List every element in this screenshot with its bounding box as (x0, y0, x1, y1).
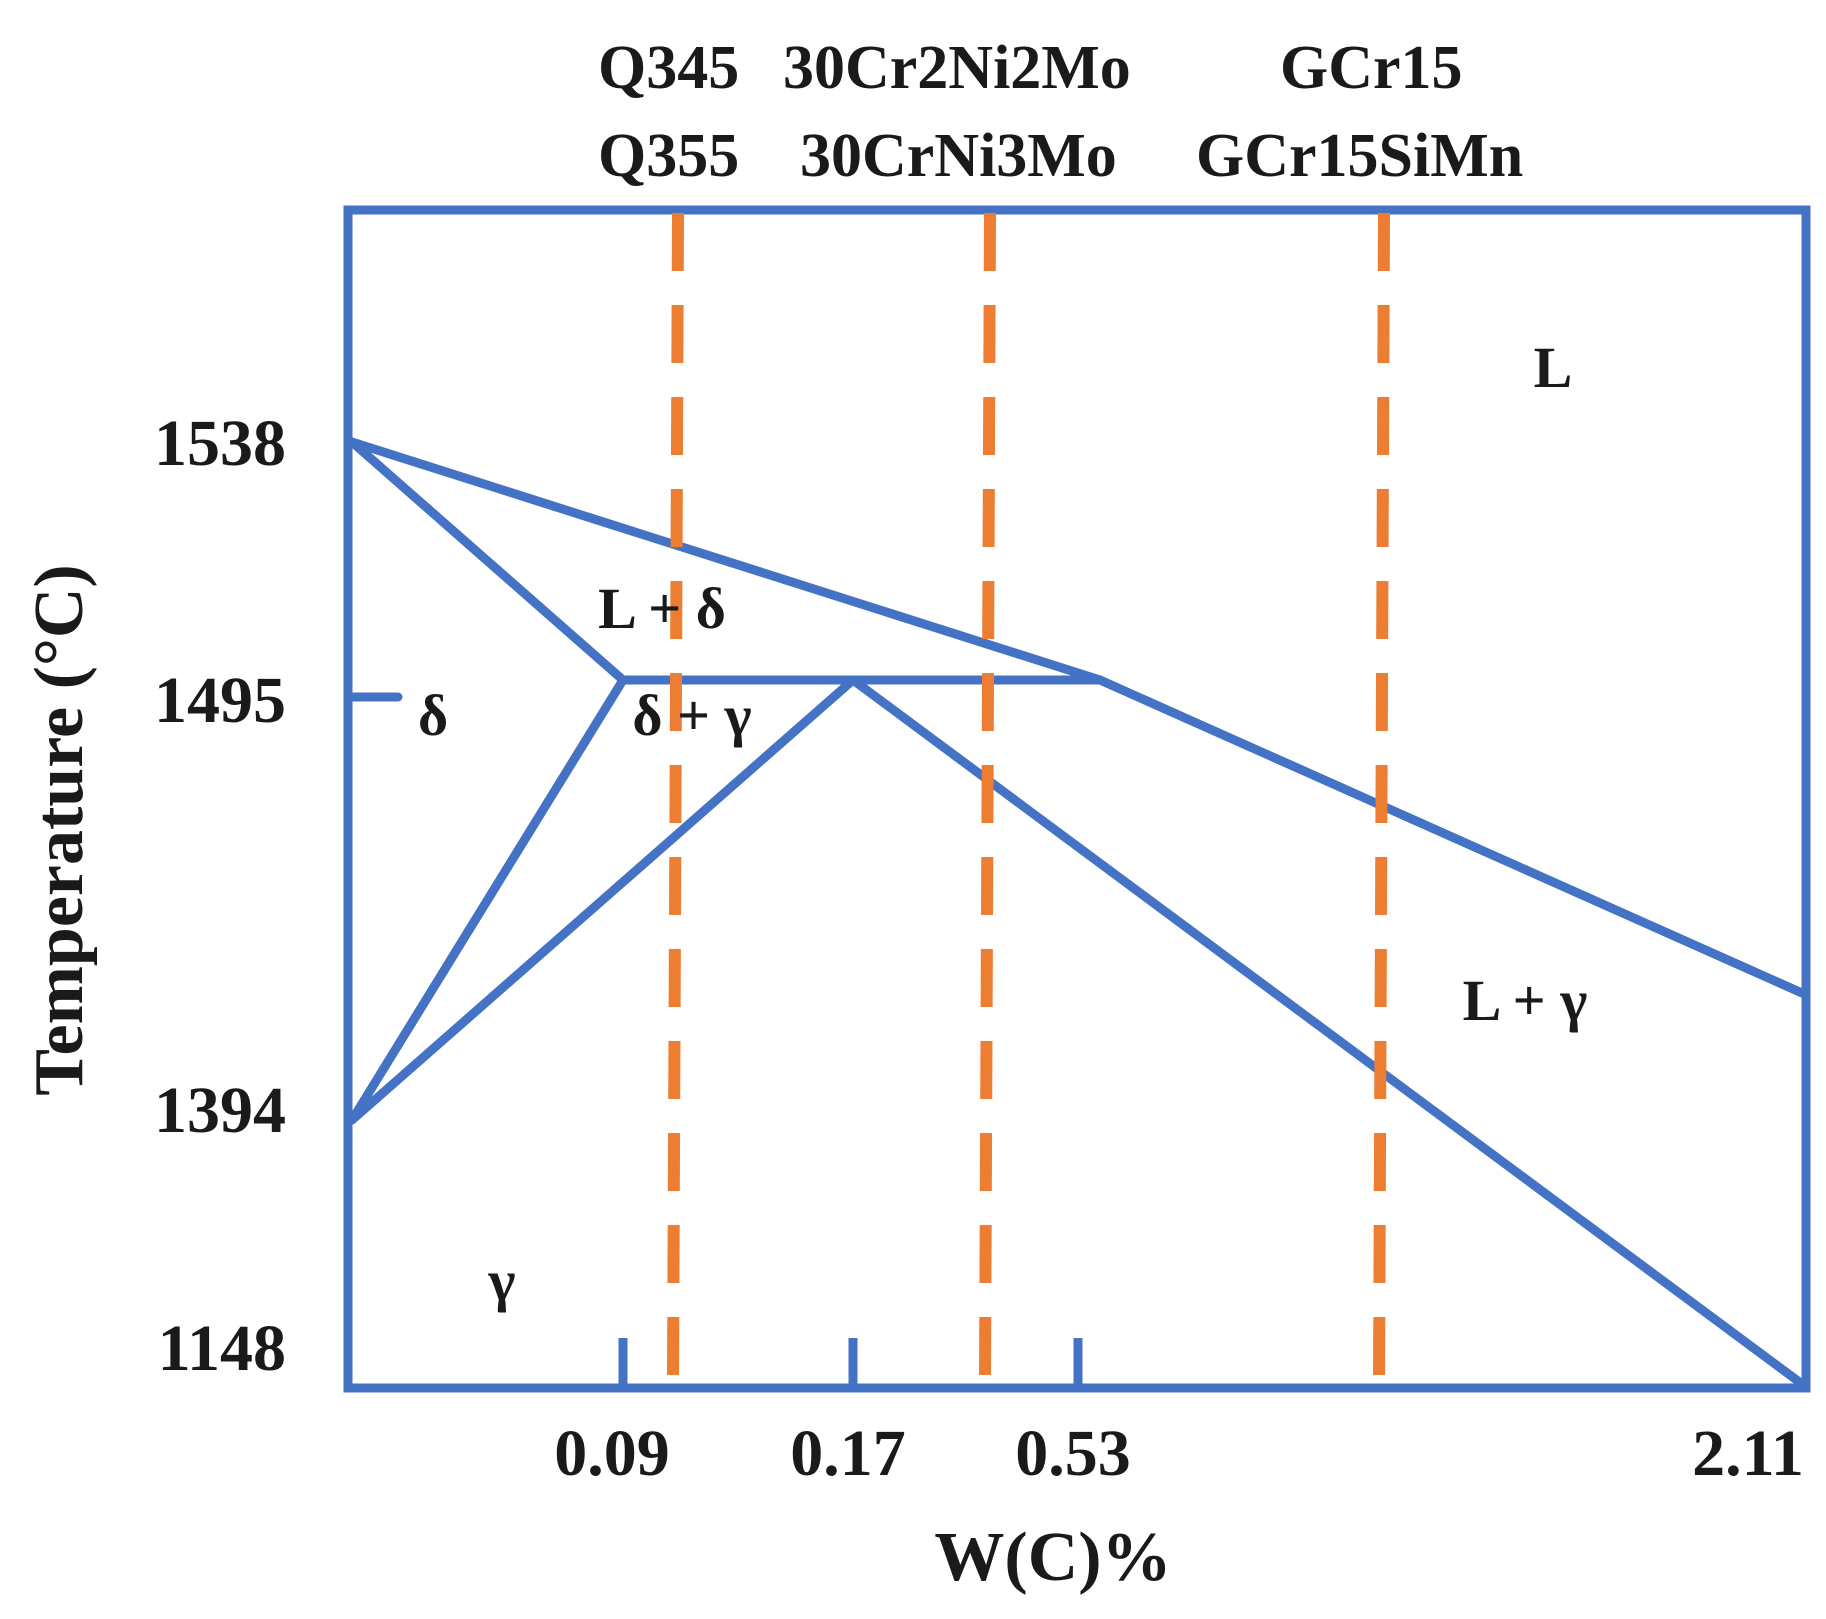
x-tick-label: 0.17 (790, 1417, 906, 1490)
steel-line-q345 (667, 212, 684, 1387)
x-tick-label: 0.09 (554, 1417, 670, 1490)
y-tick-label: 1148 (158, 1312, 286, 1385)
delta-solidus-line (347, 437, 628, 685)
y-tick-label: 1495 (154, 664, 286, 737)
x-tick-label: 2.11 (1692, 1417, 1804, 1490)
steel-label-q355: Q355 (598, 122, 739, 190)
steel-label-q345: Q345 (598, 34, 739, 102)
phase-boundaries (347, 437, 1807, 1389)
gamma-solidus-line (848, 675, 1807, 1389)
y-tick-label: 1394 (154, 1074, 286, 1147)
phase-label-gamma: γ (487, 1248, 515, 1313)
phase-label-liquid: L (1534, 335, 1573, 400)
plot-frame (343, 205, 1811, 1393)
phase-label-liquid-gamma: L + γ (1463, 968, 1588, 1033)
steel-label-gcr15simn: GCr15SiMn (1196, 122, 1523, 190)
delta-solvus-line (347, 675, 628, 1125)
steel-label-30crni3mo: 30CrNi3Mo (800, 122, 1117, 190)
x-tick-marks (618, 1338, 1083, 1386)
phase-label-liquid-delta: L + δ (598, 576, 726, 641)
x-axis-title: W(C)% (934, 1519, 1171, 1596)
steel-label-30cr2ni2mo: 30Cr2Ni2Mo (783, 34, 1131, 102)
liquidus-line (347, 437, 1105, 685)
x-tick-label: 0.53 (1015, 1417, 1131, 1490)
steel-line-gcr15 (1373, 212, 1390, 1387)
steel-label-gcr15: GCr15 (1280, 34, 1463, 102)
phase-label-delta-gamma: δ + γ (632, 683, 751, 748)
steel-line-30cr2ni2mo (979, 212, 996, 1387)
y-axis-title: Temperature (°C) (21, 564, 98, 1096)
gamma-boundary-line (347, 675, 858, 1125)
steel-composition-lines (667, 212, 1390, 1387)
phase-label-delta: δ (418, 683, 448, 748)
y-tick-label: 1538 (154, 407, 286, 480)
liquidus-line-gamma (1095, 675, 1807, 998)
